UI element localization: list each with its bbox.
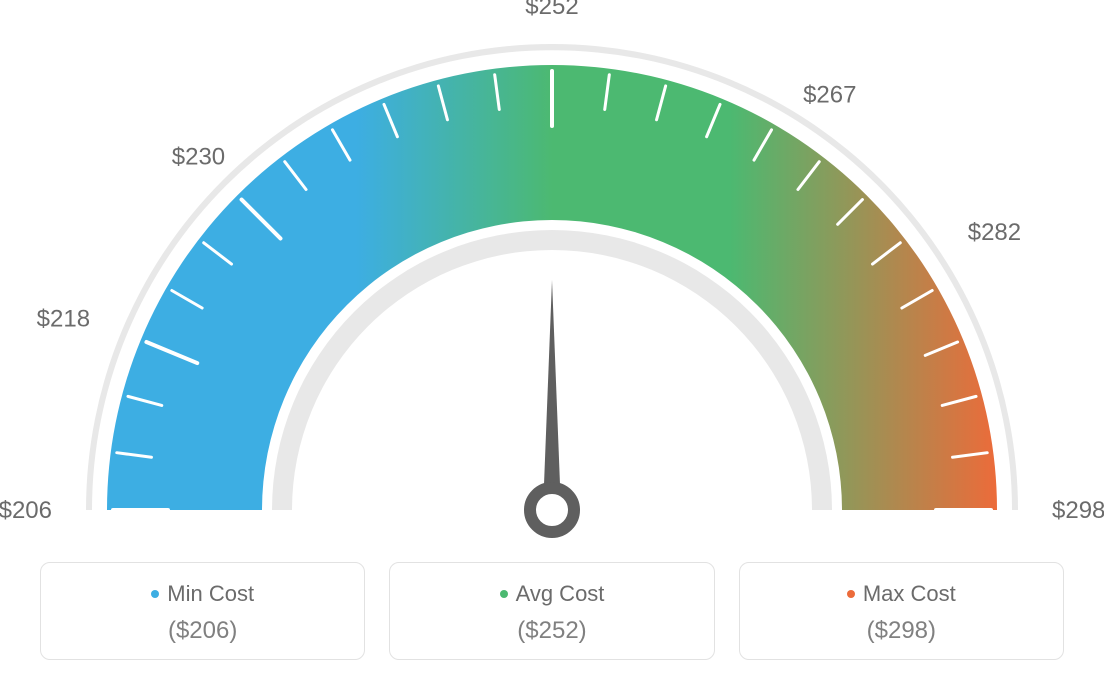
svg-text:$298: $298 bbox=[1052, 497, 1104, 524]
svg-text:$206: $206 bbox=[0, 497, 52, 524]
max-dot-icon bbox=[847, 590, 855, 598]
min-cost-title: Min Cost bbox=[151, 581, 254, 607]
min-cost-card: Min Cost ($206) bbox=[40, 562, 365, 660]
avg-cost-label: Avg Cost bbox=[516, 581, 605, 607]
svg-text:$252: $252 bbox=[525, 0, 578, 20]
min-cost-value: ($206) bbox=[51, 617, 354, 645]
max-cost-card: Max Cost ($298) bbox=[739, 562, 1064, 660]
min-dot-icon bbox=[151, 590, 159, 598]
gauge-chart: $206 $218 $230 $252 $267 $282 $298 bbox=[0, 0, 1104, 560]
svg-text:$282: $282 bbox=[968, 219, 1021, 246]
summary-cards: Min Cost ($206) Avg Cost ($252) Max Cost… bbox=[40, 562, 1064, 660]
max-cost-label: Max Cost bbox=[863, 581, 956, 607]
min-cost-label: Min Cost bbox=[167, 581, 254, 607]
gauge-svg: $206 $218 $230 $252 $267 $282 $298 bbox=[0, 0, 1104, 560]
svg-text:$230: $230 bbox=[172, 143, 225, 170]
avg-cost-card: Avg Cost ($252) bbox=[389, 562, 714, 660]
avg-dot-icon bbox=[500, 590, 508, 598]
max-cost-title: Max Cost bbox=[847, 581, 956, 607]
svg-text:$267: $267 bbox=[803, 81, 856, 108]
svg-text:$218: $218 bbox=[37, 306, 90, 333]
avg-cost-title: Avg Cost bbox=[500, 581, 605, 607]
max-cost-value: ($298) bbox=[750, 617, 1053, 645]
avg-cost-value: ($252) bbox=[400, 617, 703, 645]
